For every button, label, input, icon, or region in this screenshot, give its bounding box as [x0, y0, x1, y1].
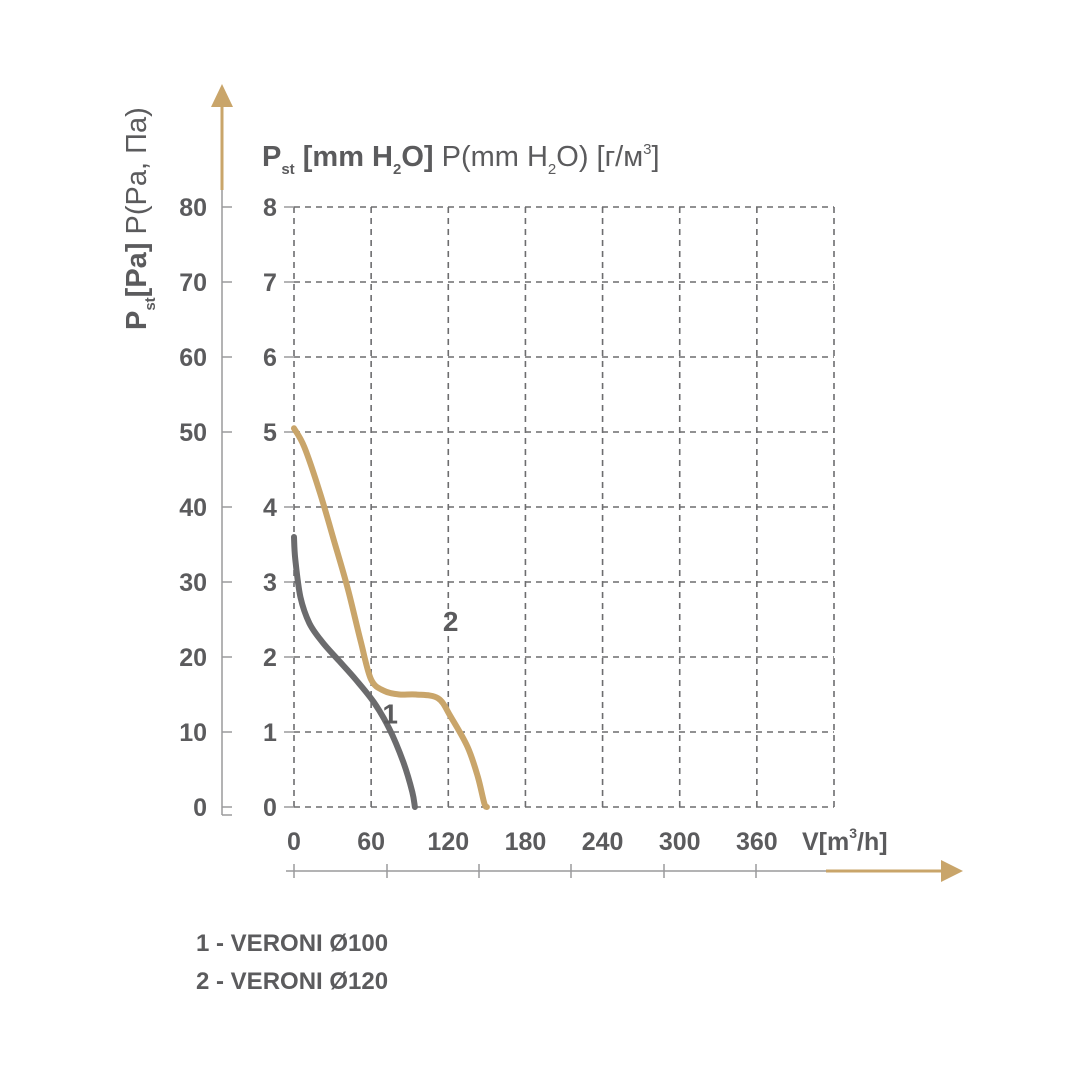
inner-axis-title-rest-sup: 3 [643, 141, 651, 158]
series-line-2 [291, 425, 490, 810]
chart-grid [293, 206, 835, 808]
x-tick-label: 60 [357, 828, 385, 856]
x-tick-label: 360 [736, 828, 778, 856]
y-tick-label-mmh2o: 3 [263, 569, 277, 597]
x-axis-title-sup: 3 [849, 825, 857, 841]
y-tick-label-pa: 20 [179, 644, 207, 672]
y-tick-label-mmh2o: 6 [263, 344, 277, 372]
left-axis-arrowhead [211, 84, 233, 107]
chart-series: 12 [291, 425, 490, 810]
inner-axis-title-symbol: P [262, 141, 281, 173]
y-axis-title-unit: [Pa] [121, 243, 153, 298]
y-axis-title: Pst[Pa] P(Pa, Па) [121, 107, 159, 330]
y-tick-label-mmh2o: 1 [263, 719, 277, 747]
y-tick-label-mmh2o: 5 [263, 419, 277, 447]
inner-axis-title-rest-c: ] [652, 141, 660, 173]
x-tick-label: 120 [427, 828, 469, 856]
y-axis-title-rest: P(Pa, Па) [121, 107, 153, 242]
inner-axis-title-rest-b: O) [г/м [556, 141, 643, 173]
inner-axis-title-rest-a: P(mm H [434, 141, 548, 173]
y-tick-label-mmh2o: 4 [263, 494, 277, 522]
y-tick-label-pa: 40 [179, 494, 207, 522]
inner-axis-title-unit-b: O] [401, 141, 433, 173]
y-tick-label-pa: 30 [179, 569, 207, 597]
y-axis-title-sub: st [142, 297, 159, 310]
y-tick-label-mmh2o: 8 [263, 194, 277, 222]
legend-item-1: 1 - VERONI Ø100 [196, 930, 389, 957]
chart-axes [211, 84, 963, 882]
series-label-2: 2 [443, 606, 459, 637]
inner-axis-title-sub: st [281, 161, 294, 178]
x-tick-label: 240 [582, 828, 624, 856]
y-tick-label-pa: 10 [179, 719, 207, 747]
y-tick-label-pa: 70 [179, 269, 207, 297]
y-tick-label-mmh2o: 0 [263, 794, 277, 822]
y-tick-label-pa: 50 [179, 419, 207, 447]
y-tick-label-pa: 60 [179, 344, 207, 372]
x-tick-label: 180 [505, 828, 547, 856]
series-label-1: 1 [382, 698, 398, 729]
y-tick-label-pa: 0 [193, 794, 207, 822]
inner-axis-title-unit-a: [mm H [295, 141, 393, 173]
y-tick-label-mmh2o: 2 [263, 644, 277, 672]
y-axis-title-symbol: P [121, 311, 153, 330]
inner-axis-title: Pst [mm H2O] P(mm H2O) [г/м3] [262, 141, 660, 178]
x-axis-title-a: V[m [802, 828, 849, 856]
legend-item-2: 2 - VERONI Ø120 [196, 968, 389, 995]
inner-axis-title-rest-sub: 2 [548, 161, 556, 178]
y-tick-label-pa: 80 [179, 194, 207, 222]
x-tick-label: 0 [287, 828, 301, 856]
x-axis-title: V[m3/h] [802, 825, 888, 856]
inner-axis-title-unit-sub: 2 [393, 161, 401, 178]
y-tick-label-mmh2o: 7 [263, 269, 277, 297]
x-tick-label: 300 [659, 828, 701, 856]
series-line-1 [291, 534, 418, 810]
bottom-axis-arrowhead [941, 860, 963, 882]
x-axis-title-b: /h] [857, 828, 888, 856]
legend: 1 - VERONI Ø100 2 - VERONI Ø120 [196, 930, 388, 996]
